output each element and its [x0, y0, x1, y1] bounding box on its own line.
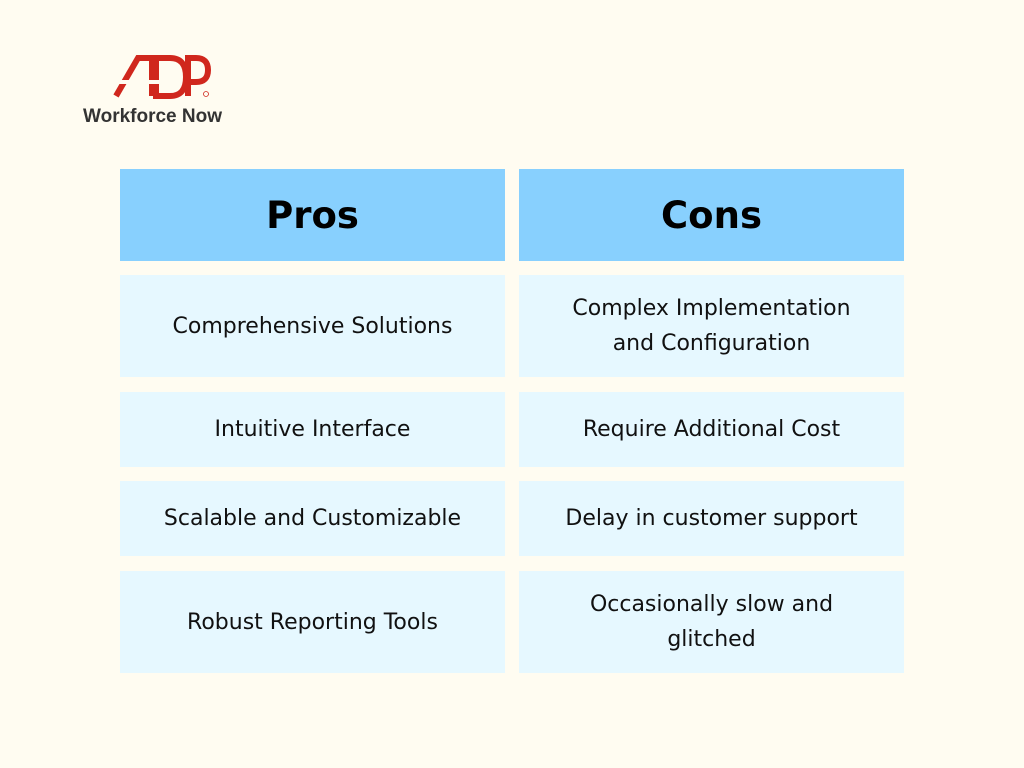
con-item: Occasionally slow and glitched: [519, 571, 904, 673]
pro-item: Robust Reporting Tools: [120, 571, 505, 673]
pro-item: Comprehensive Solutions: [120, 275, 505, 377]
con-item: Delay in customer support: [519, 481, 904, 556]
pro-item: Scalable and Customizable: [120, 481, 505, 556]
product-name: Workforce Now: [83, 106, 223, 127]
cons-header: Cons: [519, 169, 904, 261]
con-item: Complex Implementation and Configuration: [519, 275, 904, 377]
adp-logo: [112, 52, 212, 104]
con-item: Require Additional Cost: [519, 392, 904, 467]
pro-item: Intuitive Interface: [120, 392, 505, 467]
pros-header: Pros: [120, 169, 505, 261]
